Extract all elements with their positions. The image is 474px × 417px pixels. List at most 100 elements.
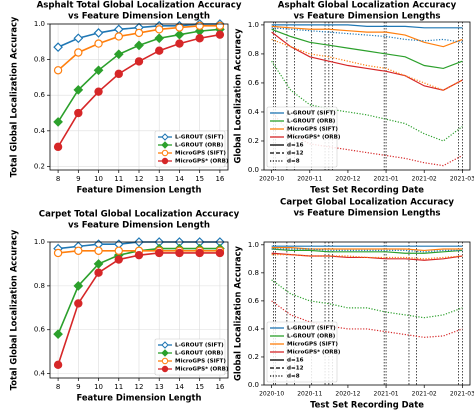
series-line xyxy=(271,60,463,142)
legend-label: MicroGPS (SIFT) xyxy=(175,151,226,157)
marker xyxy=(53,360,63,370)
x-tick-label: 11 xyxy=(114,175,123,183)
legend: L-GROUT (SIFT) L-GROUT (ORB) MicroGPS (SIF… xyxy=(154,338,229,376)
legend-label: L-GROUT (ORB) xyxy=(175,143,224,149)
chart-title: Carpet Total Global Localization Accurac… xyxy=(39,210,240,220)
x-tick-label: 2020-10 xyxy=(259,391,284,398)
legend-box xyxy=(154,338,226,376)
marker xyxy=(94,246,103,255)
y-tick-label: 1.0 xyxy=(248,241,259,249)
legend-marker xyxy=(161,357,169,365)
x-tick-label: 8 xyxy=(56,175,60,183)
x-tick-label: 2020-10 xyxy=(259,176,284,183)
x-tick-label: 14 xyxy=(175,175,184,183)
legend-label: MicroGPS (SIFT) xyxy=(287,342,338,348)
y-tick-label: 0.2 xyxy=(248,137,259,145)
legend-box xyxy=(266,321,338,383)
legend-label: d=16 xyxy=(287,358,304,364)
y-axis-label: Total Global Localization Accuracy xyxy=(9,229,19,390)
series-line xyxy=(271,25,463,48)
x-tick-label: 9 xyxy=(76,383,80,391)
marker xyxy=(155,46,164,55)
series-line xyxy=(271,31,463,91)
chart-title: Asphalt Global Localization Accuracy xyxy=(278,1,457,11)
legend-label: d=8 xyxy=(287,374,300,380)
x-tick-label: 9 xyxy=(76,175,80,183)
y-tick-label: 0.4 xyxy=(34,127,46,135)
chart-title: vs Feature Dimension Length xyxy=(68,221,210,231)
y-tick-label: 0.2 xyxy=(248,353,259,361)
y-tick-label: 0.4 xyxy=(248,108,260,116)
chart: Asphalt Total Global Localization Accura… xyxy=(9,1,242,195)
x-tick-label: 2020-12 xyxy=(335,391,360,398)
legend-marker xyxy=(161,141,169,149)
legend-label: d=8 xyxy=(287,159,300,165)
y-tick-label: 0.0 xyxy=(248,381,259,389)
marker xyxy=(215,21,225,30)
marker xyxy=(114,69,123,79)
y-tick-label: 0.8 xyxy=(248,269,259,277)
legend-label: MicroGPS* (ORB) xyxy=(287,350,341,356)
marker xyxy=(155,248,164,258)
chart-title: vs Feature Dimension Lengths xyxy=(293,209,440,219)
series-line xyxy=(271,300,463,338)
x-axis-label: Test Set Recording Date xyxy=(310,400,424,410)
x-tick-label: 10 xyxy=(94,383,103,391)
x-tick-label: 2020-12 xyxy=(335,176,360,183)
marker xyxy=(94,87,103,96)
x-axis-label: Feature Dimension Length xyxy=(76,185,201,195)
y-tick-label: 1.0 xyxy=(34,238,45,246)
marker xyxy=(134,57,144,66)
marker xyxy=(53,66,63,75)
x-tick-label: 2020-11 xyxy=(297,176,322,183)
x-tick-label: 13 xyxy=(155,175,164,183)
marker xyxy=(174,29,185,40)
marker xyxy=(94,268,103,277)
series-line xyxy=(271,279,463,319)
x-tick-label: 2020-11 xyxy=(297,391,322,398)
y-axis-label: Total Global Localization Accuracy xyxy=(9,16,19,177)
marker xyxy=(114,246,123,255)
marker xyxy=(175,23,184,32)
y-tick-label: 0.6 xyxy=(34,326,46,334)
x-tick-label: 2021-02 xyxy=(412,391,437,398)
x-tick-label: 12 xyxy=(135,175,144,183)
plot-frame xyxy=(49,241,229,379)
x-tick-label: 2021-03 xyxy=(450,176,474,183)
chart-title: vs Feature Dimension Length xyxy=(68,12,210,22)
x-tick-label: 2021-01 xyxy=(374,176,399,183)
y-tick-label: 1.0 xyxy=(248,21,259,29)
x-tick-label: 14 xyxy=(175,383,184,391)
x-tick-label: 11 xyxy=(114,383,123,391)
x-tick-label: 2021-01 xyxy=(374,391,399,398)
marker xyxy=(93,28,104,38)
legend-label: MicroGPS (SIFT) xyxy=(287,127,338,133)
y-axis-label: Global Localization Accuracy xyxy=(233,245,243,381)
legend-marker xyxy=(161,157,169,165)
x-tick-label: 15 xyxy=(195,383,204,391)
series-line xyxy=(271,24,463,29)
chart: Carpet Total Global Localization Accurac… xyxy=(9,210,240,403)
marker xyxy=(73,281,84,291)
legend-label: MicroGPS* (ORB) xyxy=(175,159,229,165)
marker xyxy=(195,21,204,30)
plot-frame xyxy=(263,241,471,386)
marker xyxy=(155,25,164,34)
x-tick-label: 2021-03 xyxy=(450,391,474,398)
marker xyxy=(195,248,204,258)
marker xyxy=(175,248,184,258)
x-tick-label: 10 xyxy=(94,175,103,183)
marker xyxy=(134,28,144,38)
x-tick-label: 15 xyxy=(195,175,204,183)
y-tick-label: 0.8 xyxy=(34,282,45,290)
marker xyxy=(93,65,104,76)
marker xyxy=(93,259,104,269)
plot-frame xyxy=(49,23,229,171)
y-tick-label: 0.4 xyxy=(248,325,260,333)
series-line xyxy=(271,27,463,43)
marker xyxy=(134,40,144,51)
series-line xyxy=(271,248,463,254)
y-tick-label: 0.8 xyxy=(34,56,45,64)
legend-label: L-GROUT (SIFT) xyxy=(175,343,224,349)
marker xyxy=(94,39,103,48)
